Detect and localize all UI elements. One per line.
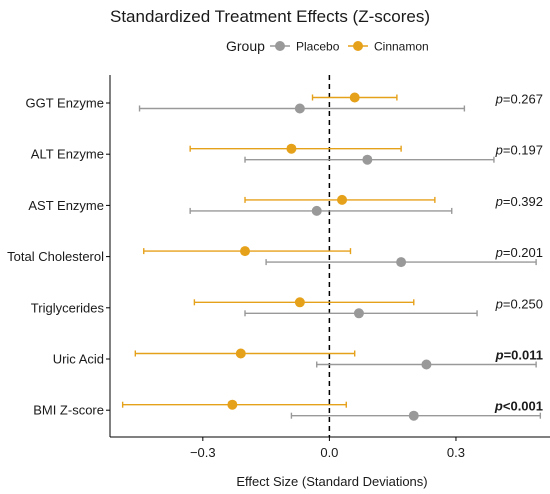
- p-value-label: p=0.267: [495, 92, 543, 107]
- point-estimate: [337, 194, 348, 205]
- p-value-label: p=0.011: [495, 348, 543, 363]
- y-tick-label: GGT Enzyme: [25, 96, 104, 111]
- y-tick-label: BMI Z-score: [33, 403, 104, 418]
- legend-key-marker: [353, 41, 363, 51]
- plot-area: GGT Enzyme ALT Enzyme AST Enzyme Total Chol…: [7, 75, 550, 460]
- y-tick-label: Triglycerides: [31, 300, 105, 315]
- point-estimate: [286, 143, 297, 154]
- point-estimate: [294, 103, 305, 114]
- y-tick-label: Uric Acid: [53, 352, 104, 367]
- legend-label: Cinnamon: [374, 40, 429, 54]
- p-value-label: p=0.250: [495, 296, 543, 311]
- point-estimate: [408, 410, 419, 421]
- point-estimate: [311, 205, 322, 216]
- point-estimate: [294, 297, 305, 308]
- legend: Group Placebo Cinnamon: [226, 38, 429, 54]
- x-tick-label: 0.0: [320, 445, 338, 460]
- x-tick-label: −0.3: [190, 445, 216, 460]
- y-tick-label: AST Enzyme: [28, 198, 104, 213]
- point-estimate: [421, 359, 432, 370]
- legend-label: Placebo: [296, 40, 340, 54]
- point-estimate: [396, 257, 407, 268]
- chart-title: Standardized Treatment Effects (Z-scores…: [110, 7, 430, 26]
- point-estimate: [240, 246, 251, 257]
- legend-title: Group: [226, 38, 265, 54]
- x-tick-label: 0.3: [447, 445, 465, 460]
- x-axis-label: Effect Size (Standard Deviations): [236, 474, 427, 489]
- point-estimate: [362, 154, 373, 165]
- point-estimate: [353, 308, 364, 319]
- point-estimate: [349, 92, 360, 103]
- p-value-label: p=0.201: [495, 245, 543, 260]
- y-tick-label: ALT Enzyme: [31, 147, 104, 162]
- p-value-label: p<0.001: [494, 399, 543, 414]
- p-value-label: p=0.392: [495, 194, 543, 209]
- legend-key-marker: [275, 41, 285, 51]
- p-value-label: p=0.197: [495, 143, 543, 158]
- y-tick-label: Total Cholesterol: [7, 249, 104, 264]
- point-estimate: [227, 399, 238, 410]
- point-estimate: [235, 348, 246, 359]
